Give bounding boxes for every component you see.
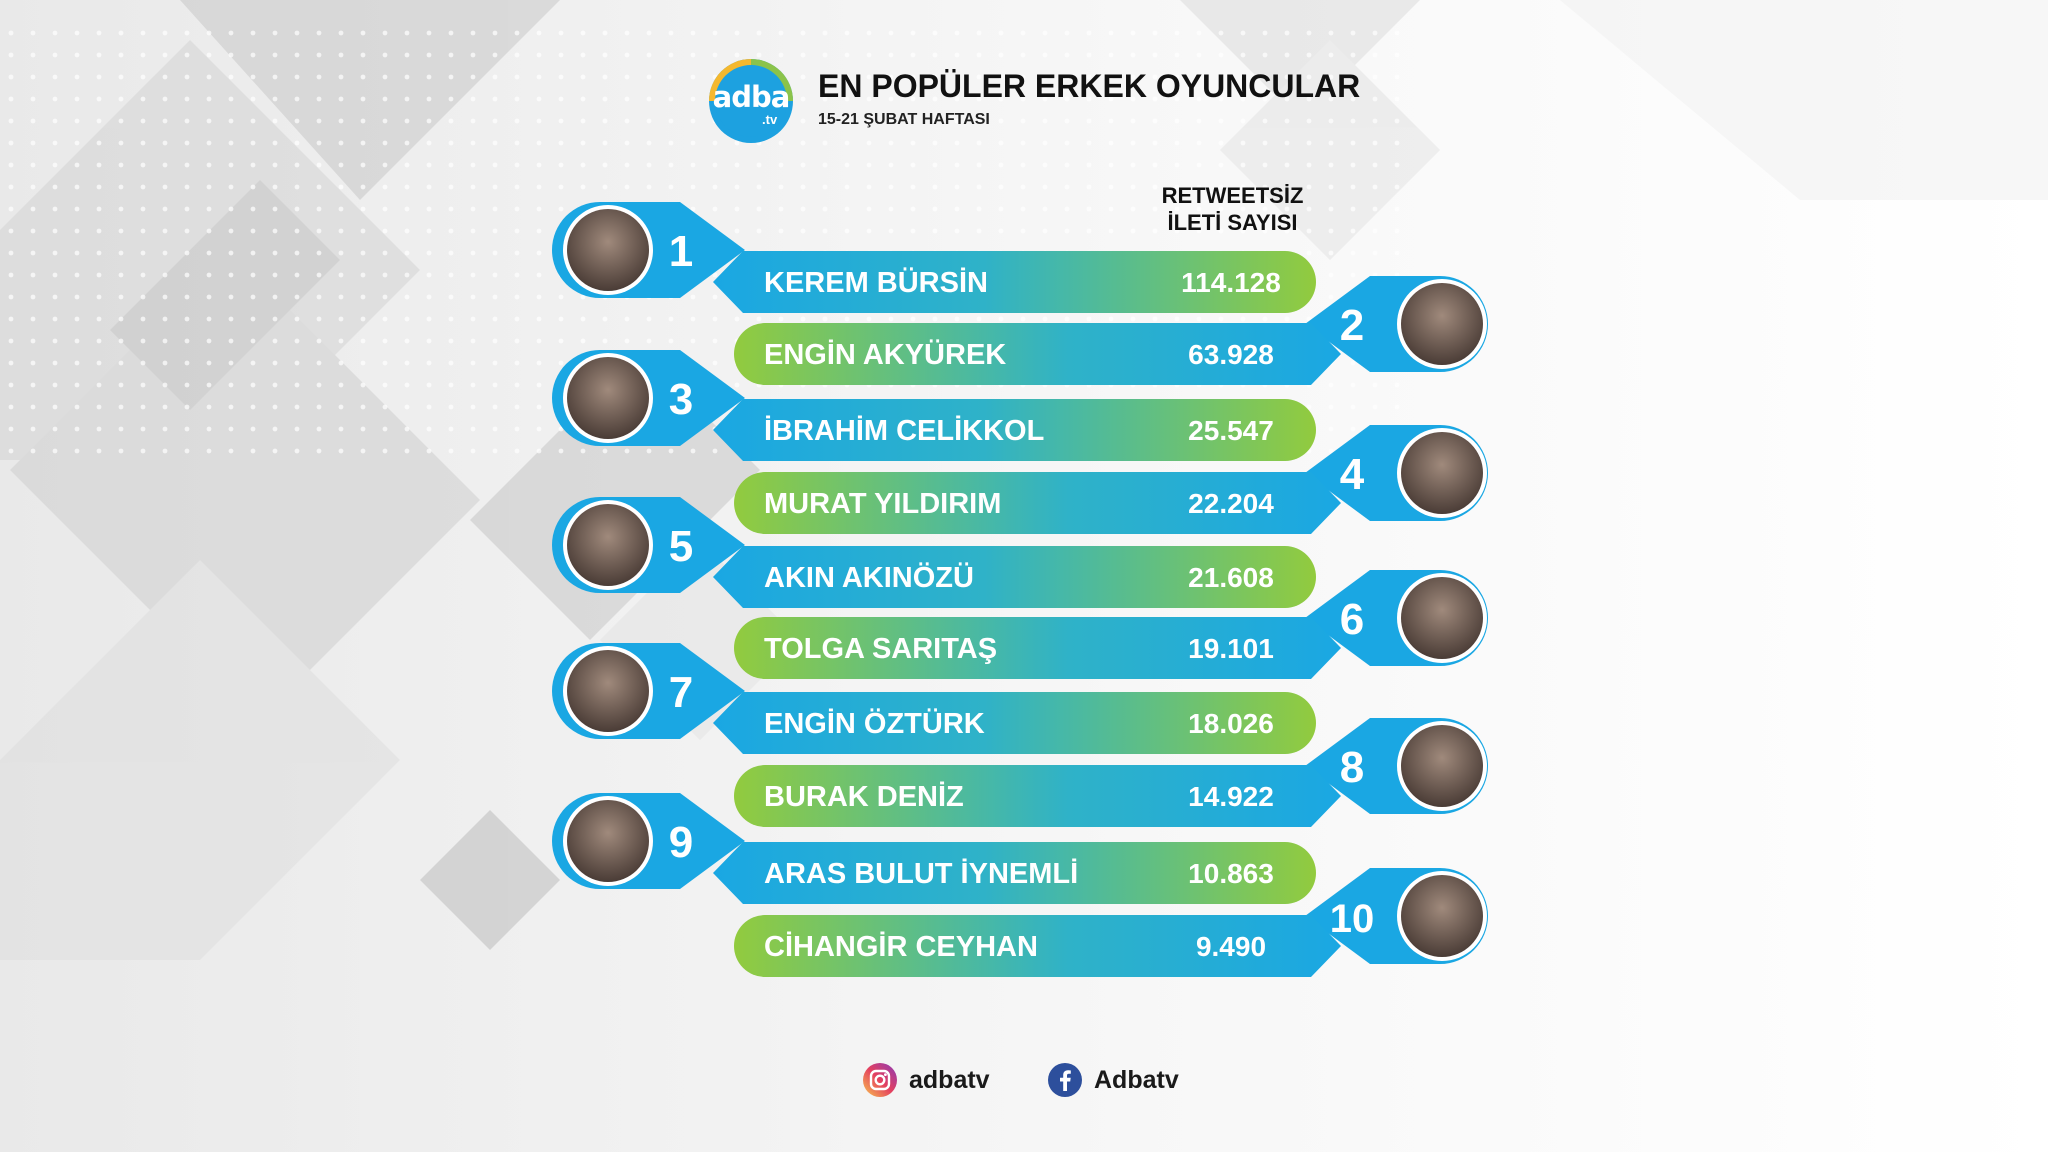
rank-bar xyxy=(734,472,1341,534)
actor-photo xyxy=(1401,283,1483,365)
rank-number: 3 xyxy=(669,375,693,424)
instagram-handle[interactable]: adbatv xyxy=(862,1060,990,1100)
actor-photo xyxy=(567,357,649,439)
rank-number: 10 xyxy=(1330,897,1375,941)
rank-bar xyxy=(734,915,1341,977)
actor-name: ARAS BULUT İYNEMLİ xyxy=(764,858,1078,890)
rank-number: 5 xyxy=(669,522,693,571)
rank-bar xyxy=(713,399,1316,461)
actor-name: MURAT YILDIRIM xyxy=(764,488,1001,520)
instagram-icon xyxy=(863,1063,897,1097)
facebook-icon xyxy=(1048,1063,1082,1097)
logo-circle-icon xyxy=(709,59,793,143)
rank-row: 7 ENGİN ÖZTÜRK 18.026 xyxy=(552,643,1316,754)
rank-number: 9 xyxy=(669,818,693,867)
rank-number: 4 xyxy=(1340,450,1365,499)
actor-name: BURAK DENİZ xyxy=(764,781,964,813)
rank-bar xyxy=(713,251,1316,313)
actor-photo xyxy=(567,800,649,882)
rank-row: 4 MURAT YILDIRIM 22.204 xyxy=(734,425,1488,534)
actor-photo xyxy=(567,504,649,586)
actor-photo xyxy=(1401,725,1483,807)
actor-photo xyxy=(1401,432,1483,514)
post-count: 19.101 xyxy=(1188,633,1274,664)
rank-row: 10 CİHANGİR CEYHAN 9.490 xyxy=(734,868,1488,977)
post-count: 9.490 xyxy=(1196,931,1266,962)
actor-name: CİHANGİR CEYHAN xyxy=(764,931,1038,963)
rank-bar xyxy=(713,842,1316,904)
value-column-header-line2: İLETİ SAYISI xyxy=(1167,210,1298,235)
rank-bar xyxy=(713,546,1316,608)
actor-name: ENGİN AKYÜREK xyxy=(764,338,1006,371)
page-subtitle: 15-21 ŞUBAT HAFTASI xyxy=(818,111,990,128)
adba-logo: adba .tv xyxy=(708,58,794,144)
facebook-handle[interactable]: Adbatv xyxy=(1047,1060,1179,1100)
actor-photo xyxy=(567,650,649,732)
rank-row: 8 BURAK DENİZ 14.922 xyxy=(734,718,1488,827)
rank-number: 6 xyxy=(1340,595,1364,644)
rank-bar xyxy=(734,323,1341,385)
rank-bar xyxy=(734,765,1341,827)
rank-number: 7 xyxy=(669,668,693,717)
page-title: EN POPÜLER ERKEK OYUNCULAR xyxy=(818,68,1361,104)
actor-photo xyxy=(1401,875,1483,957)
post-count: 18.026 xyxy=(1188,708,1274,739)
post-count: 21.608 xyxy=(1188,562,1274,593)
actor-name: AKIN AKINÖZÜ xyxy=(764,561,974,594)
rank-bar xyxy=(734,617,1341,679)
actor-photo xyxy=(1401,577,1483,659)
rank-row: 1 KEREM BÜRSİN 114.128 xyxy=(552,202,1316,313)
rank-row: 3 İBRAHİM CELİKKOL 25.547 xyxy=(552,350,1316,461)
actor-name: TOLGA SARITAŞ xyxy=(764,633,997,665)
rank-number: 1 xyxy=(669,227,693,276)
instagram-label: adbatv xyxy=(909,1065,990,1094)
post-count: 25.547 xyxy=(1188,415,1274,446)
post-count: 22.204 xyxy=(1188,488,1274,519)
logo-text: adba xyxy=(712,80,791,114)
actor-photo xyxy=(567,209,649,291)
rank-row: 2 ENGİN AKYÜREK 63.928 xyxy=(734,276,1488,385)
value-column-header-line1: RETWEETSİZ xyxy=(1161,183,1304,208)
rank-number: 8 xyxy=(1340,743,1364,792)
post-count: 63.928 xyxy=(1188,339,1274,370)
rank-number: 2 xyxy=(1340,301,1364,350)
rank-row: 5 AKIN AKINÖZÜ 21.608 xyxy=(552,497,1316,608)
actor-name: ENGİN ÖZTÜRK xyxy=(764,707,985,740)
value-column-header: RETWEETSİZ İLETİ SAYISI xyxy=(1110,182,1355,236)
rank-row: 9 ARAS BULUT İYNEMLİ 10.863 xyxy=(552,793,1316,904)
rank-row: 6 TOLGA SARITAŞ 19.101 xyxy=(734,570,1488,679)
post-count: 10.863 xyxy=(1188,858,1274,889)
rank-bar xyxy=(713,692,1316,754)
actor-name: İBRAHİM CELİKKOL xyxy=(764,415,1044,447)
logo-tld: .tv xyxy=(762,112,778,127)
post-count: 14.922 xyxy=(1188,781,1274,812)
actor-name: KEREM BÜRSİN xyxy=(764,266,988,299)
post-count: 114.128 xyxy=(1181,267,1281,298)
facebook-label: Adbatv xyxy=(1094,1065,1179,1094)
